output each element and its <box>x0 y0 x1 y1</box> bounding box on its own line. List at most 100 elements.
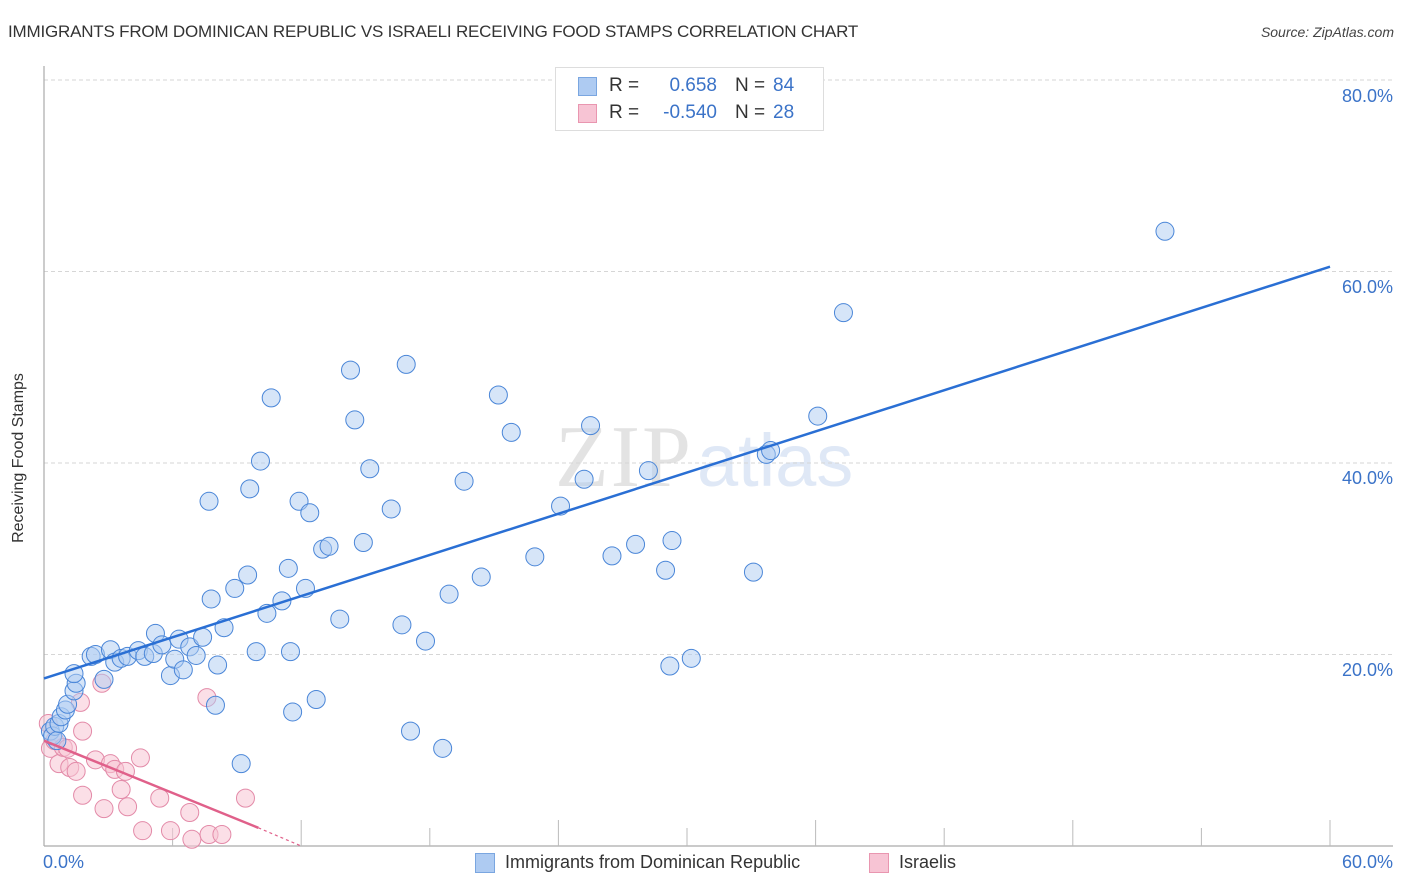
y-tick-80: 80.0% <box>1341 86 1393 106</box>
r-label: R = <box>609 75 640 96</box>
data-point-dominican <box>225 578 245 598</box>
data-point-israelis <box>73 721 93 741</box>
n-value: 28 <box>773 102 795 123</box>
data-point-dominican <box>360 459 380 479</box>
data-point-israelis <box>235 788 255 808</box>
data-point-dominican <box>173 660 193 680</box>
data-point-dominican <box>433 738 453 758</box>
axes <box>43 66 1393 847</box>
data-point-dominican <box>392 615 412 635</box>
legend-item-dominican[interactable]: Immigrants from Dominican Republic <box>475 852 800 873</box>
data-point-dominican <box>94 669 114 689</box>
r-value: -0.540 <box>663 102 717 123</box>
trend-line-dominican <box>43 265 1331 680</box>
data-point-dominican <box>250 451 270 471</box>
data-point-dominican <box>199 491 219 511</box>
legend-swatch-blue <box>475 852 495 873</box>
data-point-israelis <box>118 797 138 817</box>
n-label: N = <box>735 75 766 96</box>
data-point-israelis <box>150 788 170 808</box>
data-point-dominican <box>272 591 292 611</box>
data-point-dominican <box>231 754 251 774</box>
data-point-dominican <box>240 479 260 499</box>
data-point-dominican <box>246 642 266 662</box>
legend-swatch-pink <box>578 103 597 123</box>
x-tick-max: 60.0% <box>1341 852 1393 872</box>
legend-swatch-blue <box>578 76 597 96</box>
data-point-dominican <box>488 385 508 405</box>
data-point-dominican <box>454 471 474 491</box>
data-point-dominican <box>581 416 601 436</box>
y-axis-label: Receiving Food Stamps <box>10 373 27 543</box>
data-point-israelis <box>182 829 202 849</box>
data-point-dominican <box>416 631 436 651</box>
legend-label: Immigrants from Dominican Republic <box>505 852 801 872</box>
data-point-dominican <box>238 565 258 585</box>
data-point-dominican <box>471 567 491 587</box>
legend-row-israelis: R = -0.540 N = 28 <box>578 101 794 125</box>
data-point-dominican <box>396 354 416 374</box>
legend-swatch-pink <box>869 852 889 873</box>
data-point-dominican <box>808 406 828 426</box>
data-point-dominican <box>638 461 658 481</box>
correlation-legend: R = 0.658 N = 84 R = -0.540 N = 28 <box>555 67 824 131</box>
data-point-dominican <box>340 360 360 380</box>
series-legend: Immigrants from Dominican Republic Israe… <box>0 852 1406 876</box>
data-point-dominican <box>283 702 303 722</box>
data-point-dominican <box>205 695 225 715</box>
y-tick-20: 20.0% <box>1341 660 1393 680</box>
data-point-israelis <box>94 799 114 819</box>
data-point-dominican <box>201 589 221 609</box>
legend-row-dominican: R = 0.658 N = 84 <box>578 74 794 98</box>
y-tick-40: 40.0% <box>1341 468 1393 488</box>
y-tick-60: 60.0% <box>1341 277 1393 297</box>
data-point-dominican <box>401 721 421 741</box>
data-point-israelis <box>66 761 86 781</box>
data-point-dominican <box>278 558 298 578</box>
data-point-israelis <box>133 821 153 841</box>
r-label: R = <box>609 102 640 123</box>
data-point-israelis <box>160 821 180 841</box>
legend-item-israelis[interactable]: Israelis <box>869 852 956 873</box>
data-point-dominican <box>574 469 594 489</box>
data-point-dominican <box>743 562 763 582</box>
data-point-dominican <box>319 536 339 556</box>
data-point-dominican <box>330 609 350 629</box>
data-point-dominican <box>345 410 365 430</box>
data-point-dominican <box>833 303 853 323</box>
data-point-dominican <box>186 645 206 665</box>
trend-lines <box>43 265 1331 847</box>
data-point-dominican <box>525 547 545 567</box>
data-point-dominican <box>681 648 701 668</box>
x-tick-min: 0.0% <box>43 852 85 872</box>
data-point-dominican <box>306 690 326 710</box>
trend-line-israelis <box>43 739 259 829</box>
data-point-israelis <box>212 825 232 845</box>
data-point-israelis <box>73 785 93 805</box>
data-point-israelis <box>130 748 150 768</box>
data-point-dominican <box>660 656 680 676</box>
data-point-israelis <box>180 802 200 822</box>
data-point-dominican <box>280 642 300 662</box>
data-point-dominican <box>381 499 401 519</box>
r-value: 0.658 <box>669 75 717 96</box>
n-label: N = <box>735 102 766 123</box>
data-point-dominican <box>300 503 320 523</box>
n-value: 84 <box>773 75 795 96</box>
data-point-dominican <box>656 560 676 580</box>
data-point-dominican <box>501 422 521 442</box>
data-point-dominican <box>261 388 281 408</box>
chart-title: IMMIGRANTS FROM DOMINICAN REPUBLIC VS IS… <box>8 22 859 41</box>
data-point-dominican <box>208 655 228 675</box>
data-point-dominican <box>353 532 373 552</box>
data-point-dominican <box>662 531 682 551</box>
trend-line-israelis-extension <box>258 827 302 847</box>
data-point-dominican <box>626 534 646 554</box>
data-point-dominican <box>1155 221 1175 241</box>
legend-label: Israelis <box>899 852 957 872</box>
source-credit: Source: ZipAtlas.com <box>1260 24 1394 40</box>
data-point-dominican <box>439 584 459 604</box>
data-point-dominican <box>602 546 622 566</box>
data-point-israelis <box>111 780 131 800</box>
